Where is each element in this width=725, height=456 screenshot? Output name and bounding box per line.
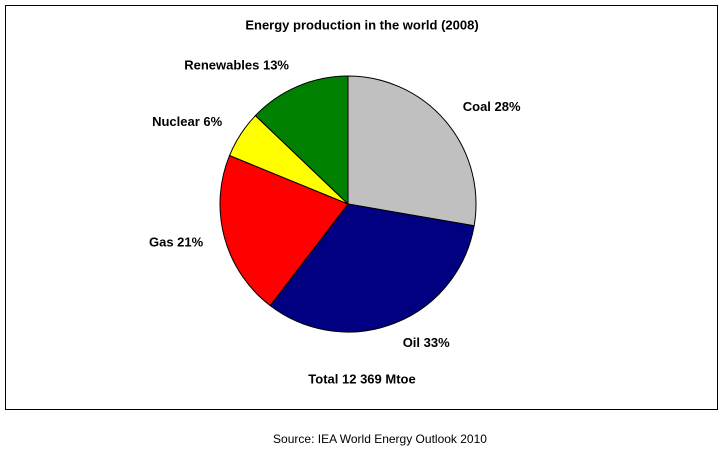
- slice-label: Gas 21%: [149, 235, 204, 250]
- slice-label: Renewables 13%: [184, 58, 289, 73]
- slice-label: Oil 33%: [403, 335, 450, 350]
- source-note: Source: IEA World Energy Outlook 2010: [273, 432, 487, 446]
- chart-title: Energy production in the world (2008): [245, 17, 478, 32]
- pie-slice: [347, 75, 477, 227]
- pie-slice: [254, 75, 349, 206]
- pie-slice: [219, 154, 349, 307]
- slice-label: Nuclear 6%: [152, 114, 223, 129]
- slice-label: Coal 28%: [463, 99, 521, 114]
- pie-slice: [269, 203, 475, 333]
- total-annotation: Total 12 369 Mtoe: [308, 371, 415, 386]
